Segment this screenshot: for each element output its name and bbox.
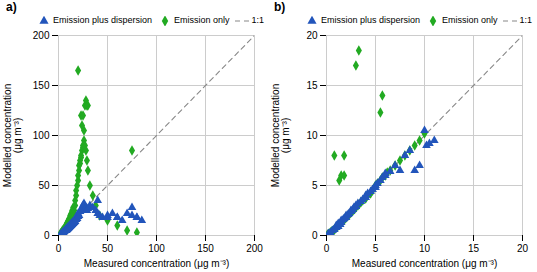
- svg-text:150: 150: [197, 243, 214, 254]
- svg-text:Measured concentration (μg m⁻³: Measured concentration (μg m⁻³): [84, 258, 230, 269]
- svg-text:200: 200: [246, 243, 263, 254]
- svg-text:20: 20: [517, 243, 529, 254]
- html-text:1:1: 1:1: [251, 15, 264, 25]
- svg-text:100: 100: [148, 243, 165, 254]
- html-text:1:1: 1:1: [519, 15, 532, 25]
- svg-text:5: 5: [312, 180, 318, 191]
- svg-text:Modelled concentration(μg m⁻³): Modelled concentration(μg m⁻³): [2, 84, 23, 187]
- svg-text:50: 50: [38, 180, 50, 191]
- svg-text:Modelled concentration(μg m⁻³): Modelled concentration(μg m⁻³): [270, 84, 291, 187]
- svg-text:Measured concentration (μg m⁻³: Measured concentration (μg m⁻³): [352, 258, 498, 269]
- svg-text:0: 0: [56, 243, 62, 254]
- html-text:Emission plus dispersion: Emission plus dispersion: [320, 15, 420, 25]
- html-text:Emission only: Emission only: [174, 15, 230, 25]
- html-text:a): a): [6, 0, 17, 14]
- svg-text:5: 5: [373, 243, 379, 254]
- svg-text:150: 150: [33, 80, 50, 91]
- html-text:Emission plus dispersion: Emission plus dispersion: [52, 15, 152, 25]
- html-text:Emission only: Emission only: [442, 15, 498, 25]
- html-text:b): b): [274, 0, 286, 14]
- svg-text:200: 200: [33, 30, 50, 41]
- svg-text:10: 10: [419, 243, 431, 254]
- svg-text:10: 10: [306, 130, 318, 141]
- svg-text:20: 20: [306, 30, 318, 41]
- svg-text:0: 0: [324, 243, 330, 254]
- svg-text:50: 50: [102, 243, 114, 254]
- svg-text:100: 100: [33, 130, 50, 141]
- svg-text:15: 15: [306, 80, 318, 91]
- svg-text:15: 15: [468, 243, 480, 254]
- svg-text:0: 0: [44, 230, 50, 241]
- svg-text:0: 0: [312, 230, 318, 241]
